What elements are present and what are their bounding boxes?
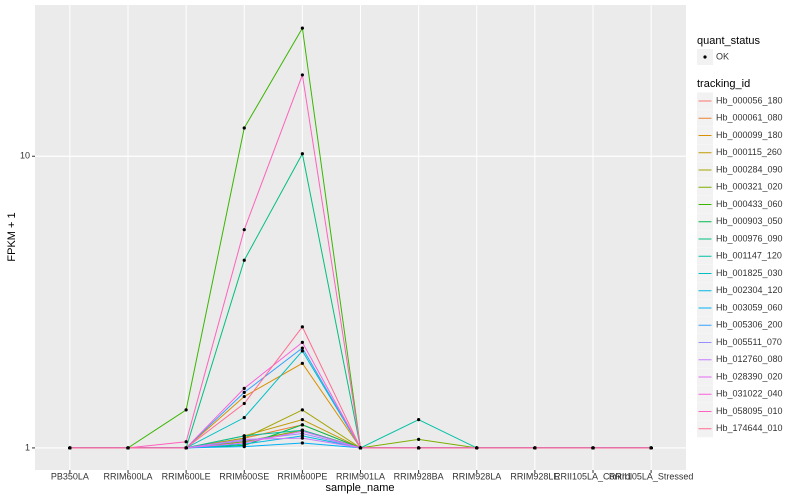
legend-label: Hb_174644_010	[716, 423, 783, 433]
x-tick-label: RRII105LA_Stressed	[609, 471, 694, 481]
data-point	[300, 408, 304, 412]
data-point	[242, 394, 246, 399]
legend-label: Hb_031022_040	[716, 389, 783, 399]
legend-label: OK	[716, 51, 729, 61]
legend-label: Hb_000321_020	[716, 182, 783, 192]
legend-label: Hb_000433_060	[716, 199, 783, 209]
x-tick-label: RRII105LA_Control	[554, 471, 632, 481]
x-tick-label: RRIM928LA	[452, 471, 501, 481]
legend-label: Hb_005306_200	[716, 320, 783, 330]
data-point	[184, 440, 188, 444]
y-tick-label: 10	[20, 151, 30, 161]
data-point	[300, 423, 304, 427]
data-point	[300, 436, 304, 440]
data-point	[300, 340, 304, 345]
legend-label: Hb_001825_030	[716, 268, 783, 278]
x-tick-label: RRIM928BA	[394, 471, 444, 481]
legend-label: Hb_005511_070	[716, 337, 782, 347]
x-tick-label: RRIM928LE	[510, 471, 559, 481]
data-point	[300, 346, 304, 350]
legend-label: Hb_000115_260	[716, 147, 782, 157]
data-point	[126, 446, 130, 450]
data-point	[300, 26, 304, 30]
data-point	[242, 401, 246, 406]
data-point	[300, 418, 304, 422]
y-tick-label: 1	[25, 442, 30, 452]
data-point	[300, 152, 304, 156]
legend-label: Hb_000061_080	[716, 113, 783, 123]
x-tick-label: PB350LA	[51, 471, 89, 481]
legend-label: Hb_000284_090	[716, 164, 783, 174]
data-point	[300, 73, 304, 77]
legend-title: quant_status	[697, 35, 760, 47]
data-point	[417, 446, 421, 450]
legend-label: Hb_000099_180	[716, 130, 783, 140]
data-point	[242, 390, 246, 394]
data-point	[358, 446, 363, 450]
grid	[35, 5, 686, 470]
data-point	[242, 228, 246, 232]
data-point	[300, 429, 304, 433]
data-point	[242, 126, 246, 130]
legend-label: Hb_002304_120	[716, 285, 783, 295]
legend-label: Hb_058095_010	[716, 406, 783, 416]
data-point	[242, 434, 246, 438]
data-point	[300, 325, 304, 329]
y-axis-title: FPKM + 1	[6, 212, 18, 261]
data-point	[417, 437, 421, 441]
data-point	[242, 441, 246, 445]
data-point	[242, 437, 246, 441]
legend-label: Hb_000903_050	[716, 216, 783, 226]
legend-label: Hb_003059_060	[716, 302, 783, 312]
legend-point	[703, 55, 707, 59]
data-point	[300, 434, 304, 438]
data-point	[242, 386, 246, 390]
x-axis-title: sample_name	[325, 482, 394, 494]
data-point	[417, 418, 421, 422]
legend-label: Hb_012760_080	[716, 354, 783, 364]
x-tick-label: RRIM600LE	[162, 471, 211, 481]
data-point	[242, 416, 246, 420]
legend-label: Hb_001147_120	[716, 251, 782, 261]
legend-label: Hb_000056_180	[716, 95, 783, 105]
x-tick-label: RRIM600PE	[277, 471, 327, 481]
x-tick-label: RRIM600LA	[103, 471, 152, 481]
x-tick-label: RRIM901LA	[336, 471, 385, 481]
data-point	[300, 431, 304, 436]
data-point	[300, 361, 304, 365]
x-tick-label: RRIM600SE	[219, 471, 269, 481]
data-point	[591, 446, 595, 450]
data-point	[300, 441, 304, 445]
legend-label: Hb_000976_090	[716, 233, 783, 243]
data-point	[242, 258, 246, 262]
data-point	[68, 446, 72, 450]
data-point	[300, 349, 304, 353]
data-point	[184, 408, 188, 412]
data-point	[533, 446, 537, 450]
data-point	[475, 446, 479, 450]
legend-label: Hb_028390_020	[716, 371, 783, 381]
data-point	[649, 446, 653, 450]
legend-title: tracking_id	[697, 78, 750, 90]
data-point	[184, 446, 188, 450]
data-point	[242, 445, 246, 449]
